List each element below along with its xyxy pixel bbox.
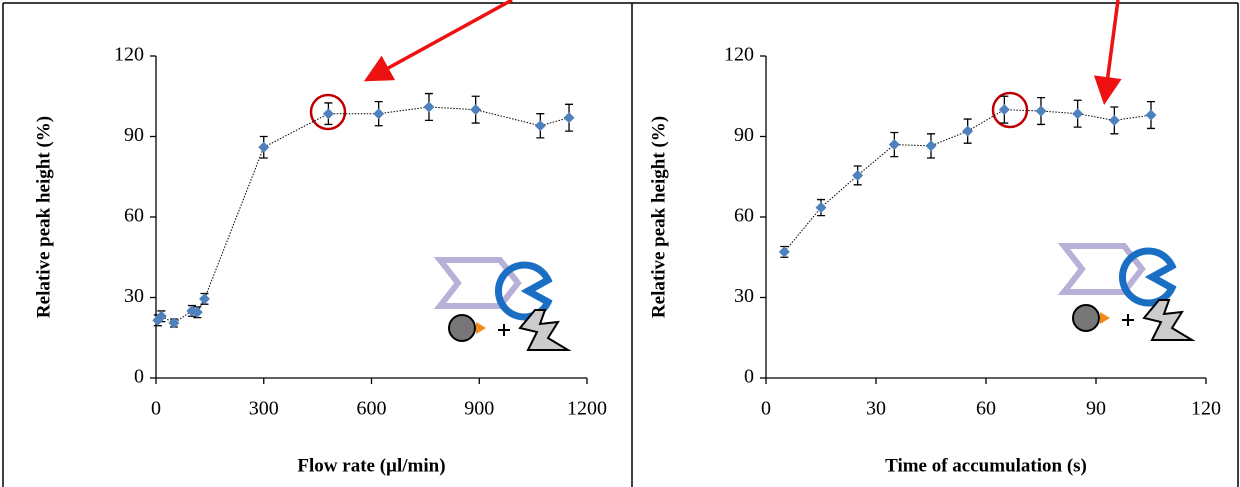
y-tick-label: 60 (124, 205, 144, 227)
point (1072, 108, 1084, 120)
point (198, 293, 210, 305)
point (925, 140, 937, 152)
point (815, 202, 827, 214)
point (778, 246, 790, 258)
y-tick-label: 120 (724, 44, 754, 66)
x-tick-label: 60 (976, 398, 996, 420)
x-axis-title: Flow rate (µl/min) (297, 455, 445, 476)
x-tick-label: 0 (761, 398, 771, 420)
icon-right (1057, 243, 1196, 341)
point (563, 112, 575, 124)
x-tick-label: 30 (866, 398, 886, 420)
annotation-arrows (363, 0, 1122, 105)
x-tick-label: 90 (1086, 398, 1106, 420)
point (322, 108, 334, 120)
y-tick-label: 90 (124, 124, 144, 146)
point (1145, 109, 1157, 121)
point (1108, 114, 1120, 126)
point (423, 101, 435, 113)
x-tick-label: 900 (464, 398, 494, 420)
y-tick-label: 30 (124, 285, 144, 307)
point (534, 120, 546, 132)
y-axis-title: Relative peak height (%) (33, 116, 54, 318)
x-tick-label: 120 (1191, 398, 1221, 420)
highlight-circles (309, 91, 1029, 131)
series-line (783, 109, 1152, 253)
y-axis-title: Relative peak height (%) (648, 116, 669, 318)
point (852, 169, 864, 181)
x-tick-label: 0 (151, 398, 161, 420)
point (888, 139, 900, 151)
y-tick-label: 0 (134, 366, 144, 388)
x-tick-label: 300 (249, 398, 279, 420)
x-axis-title: Time of accumulation (s) (885, 455, 1087, 476)
y-tick-label: 60 (734, 205, 754, 227)
point (191, 306, 203, 318)
point (373, 108, 385, 120)
point (258, 141, 270, 153)
x-tick-label: 1200 (567, 398, 607, 420)
point (1035, 105, 1047, 117)
point (155, 310, 167, 322)
icon-left (433, 257, 572, 351)
x-tick-label: 600 (357, 398, 387, 420)
y-tick-label: 90 (734, 124, 754, 146)
y-tick-label: 0 (744, 366, 754, 388)
point (470, 104, 482, 116)
series-line (157, 106, 570, 324)
y-tick-label: 120 (114, 44, 144, 66)
point (168, 317, 180, 329)
point (998, 104, 1010, 116)
y-tick-label: 30 (734, 285, 754, 307)
point (962, 125, 974, 137)
